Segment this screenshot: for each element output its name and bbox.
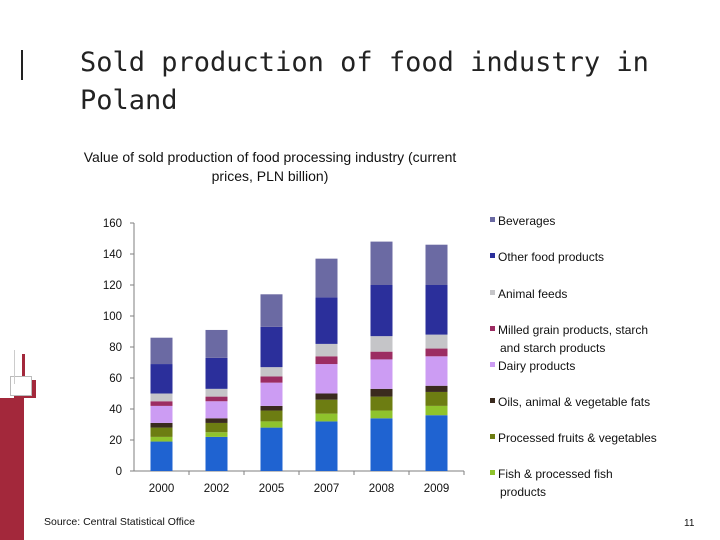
page-number: 11 (684, 518, 695, 529)
bar-segment (260, 427, 283, 471)
y-tick-label: 0 (116, 466, 122, 478)
bar-segment (150, 401, 173, 406)
y-tick-label: 100 (103, 311, 122, 323)
legend-swatch (490, 362, 495, 367)
bar-segment (315, 258, 338, 298)
bar-segment (150, 441, 173, 471)
bar-segment (425, 356, 448, 386)
bar-segment (425, 415, 448, 471)
bar-segment (425, 285, 448, 335)
bar-segment (315, 364, 338, 394)
decor-maroon-line (22, 354, 25, 376)
bar-segment (315, 421, 338, 471)
bar-segment (260, 421, 283, 428)
legend-swatch (490, 398, 495, 403)
bar-segment (205, 329, 228, 358)
x-tick-label: 2005 (259, 483, 285, 495)
bar-segment (260, 405, 283, 411)
page-title: Sold production of food industry in Pola… (80, 47, 649, 116)
legend-swatch (490, 217, 495, 222)
legend-label: Fish & processed fish products (498, 467, 613, 499)
y-tick-label: 120 (103, 280, 122, 292)
bar-segment (260, 294, 283, 327)
decor-maroon-block (0, 398, 24, 540)
decor-white-outline-square (10, 376, 32, 396)
y-tick-label: 40 (109, 404, 122, 416)
x-tick-label: 2007 (314, 483, 340, 495)
bar-segment (205, 401, 228, 419)
bar-segment (150, 427, 173, 437)
y-tick-label: 60 (109, 373, 122, 385)
bar-segment (370, 410, 393, 419)
legend-label: Processed fruits & vegetables (498, 431, 657, 445)
legend-swatch (490, 253, 495, 258)
bar-segment (205, 432, 228, 437)
bar-segment (150, 422, 173, 428)
bar-segment (205, 396, 228, 402)
bar-segment (260, 326, 283, 368)
y-tick-label: 140 (103, 249, 122, 261)
bar-segment (315, 413, 338, 422)
x-tick-label: 2002 (204, 483, 230, 495)
bar-segment (150, 393, 173, 402)
bar-segment (260, 382, 283, 406)
x-tick-label: 2000 (149, 483, 175, 495)
bar-segment (370, 351, 393, 360)
bar-segment (205, 422, 228, 433)
source-note: Source: Central Statistical Office (44, 516, 195, 528)
title-accent-bar (21, 50, 23, 80)
bar-segment (370, 396, 393, 411)
bar-segment (150, 337, 173, 365)
bar-segment (315, 356, 338, 365)
x-tick-label: 2009 (424, 483, 450, 495)
decor-grey-line (14, 350, 15, 384)
bar-segment (370, 418, 393, 471)
bar-segment (150, 436, 173, 442)
bar-segment (370, 388, 393, 397)
legend-swatch (490, 434, 495, 439)
bar-segment (260, 376, 283, 383)
y-tick-label: 160 (103, 218, 122, 230)
bar-segment (150, 364, 173, 394)
bar-segment (260, 367, 283, 377)
legend-label: Animal feeds (498, 287, 567, 301)
legend-label: Oils, animal & vegetable fats (498, 395, 650, 409)
bar-segment (205, 357, 228, 389)
bar-segment (205, 436, 228, 471)
y-tick-label: 20 (109, 435, 122, 447)
bar-segment (370, 241, 393, 285)
legend-label: Other food products (498, 250, 604, 264)
bar-segment (425, 244, 448, 285)
bar-segment (370, 285, 393, 337)
bar-segment (205, 418, 228, 423)
bar-segment (315, 393, 338, 400)
bar-segment (315, 343, 338, 357)
bar-segment (370, 359, 393, 389)
bar-segment (425, 391, 448, 406)
legend-swatch (490, 326, 495, 331)
bar-segment (425, 405, 448, 416)
y-tick-label: 80 (109, 342, 122, 354)
legend-label: Beverages (498, 214, 555, 228)
bar-segment (315, 297, 338, 344)
bar-segment (315, 399, 338, 414)
legend-label: Dairy products (498, 359, 575, 373)
legend-label: Milled grain products, starch and starch … (498, 323, 648, 355)
legend-swatch (490, 470, 495, 475)
x-tick-label: 2008 (369, 483, 395, 495)
bar-segment (425, 334, 448, 349)
chart-title: Value of sold production of food process… (83, 149, 457, 184)
bar-segment (370, 336, 393, 352)
bar-segment (425, 348, 448, 357)
legend-swatch (490, 290, 495, 295)
bar-segment (425, 385, 448, 392)
bar-segment (260, 410, 283, 422)
bar-segment (205, 388, 228, 397)
bar-segment (150, 405, 173, 423)
